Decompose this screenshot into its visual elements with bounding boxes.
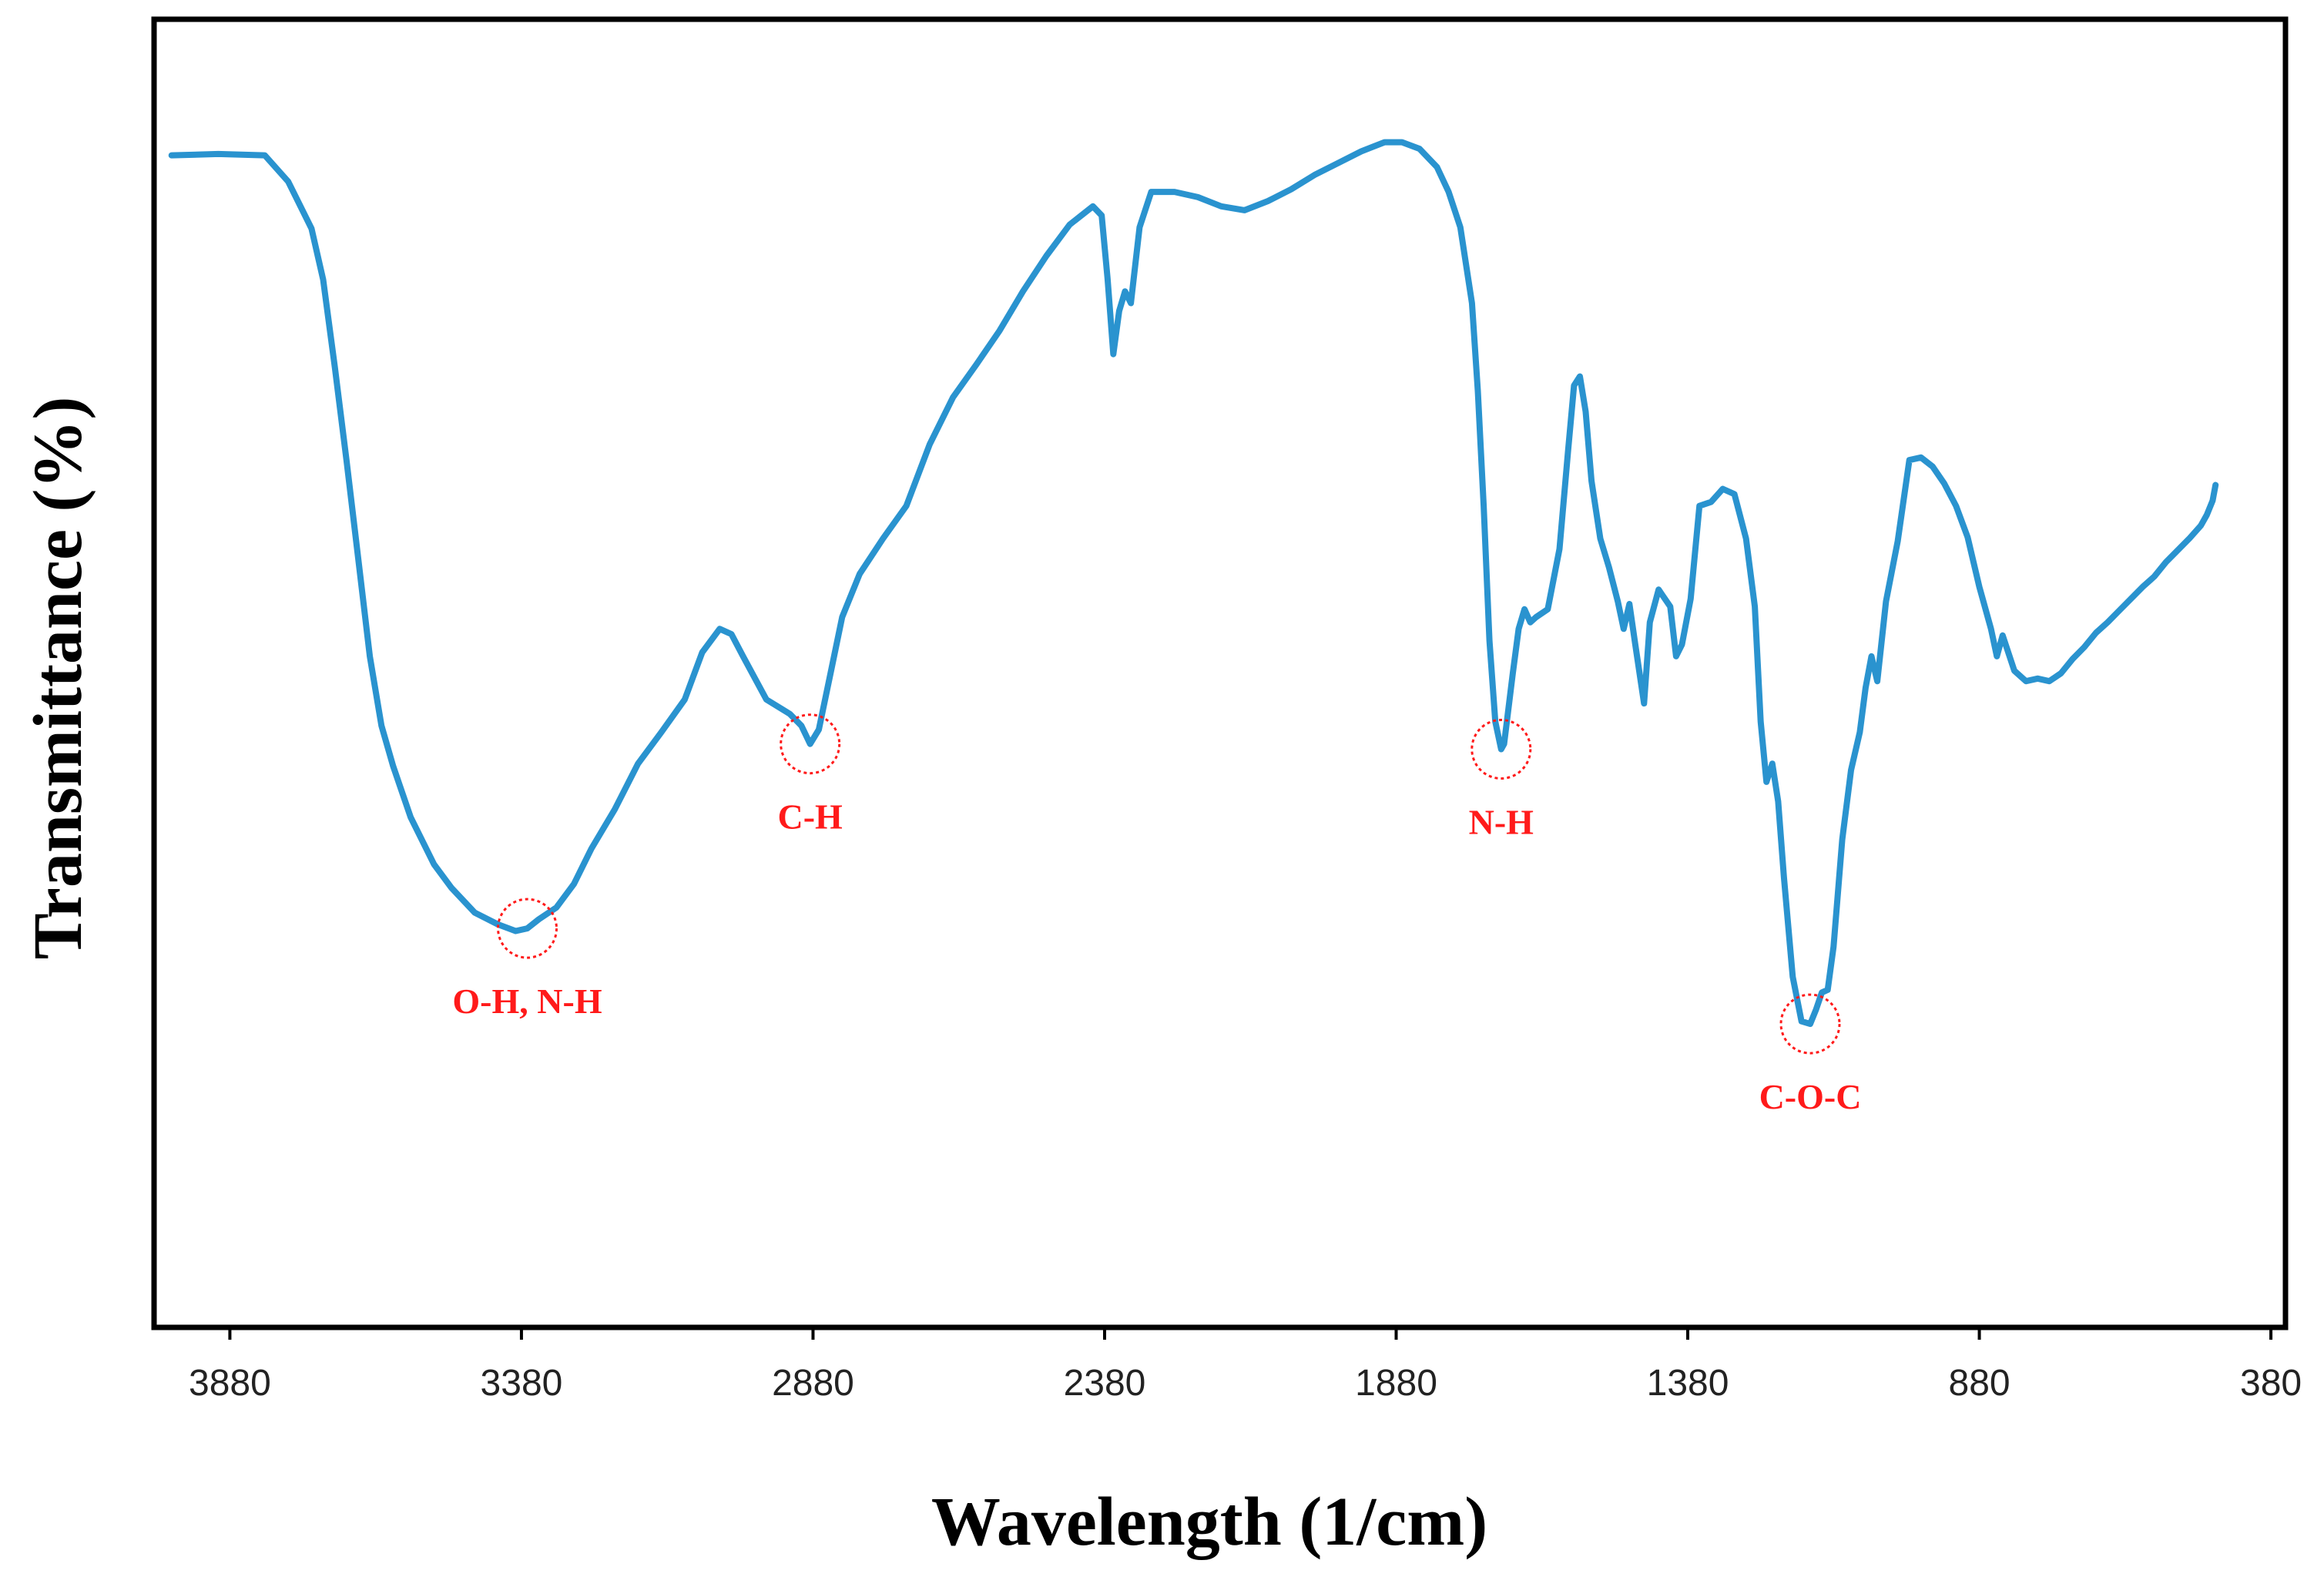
annotation-circle — [497, 898, 558, 959]
annotation-circle — [1779, 993, 1841, 1055]
x-tick-label: 3380 — [481, 1363, 563, 1404]
x-tick-label: 1880 — [1355, 1363, 1437, 1404]
x-axis-ticks: 3880 3380 2880 2380 1880 1380 880 380 — [189, 1327, 2302, 1404]
annotation-circle — [780, 713, 841, 775]
y-axis-title: Transmittance (%) — [20, 397, 96, 960]
annotation-circle — [1471, 718, 1532, 780]
x-tick-label: 2880 — [772, 1363, 854, 1404]
plot-frame — [151, 16, 2289, 1330]
annotation-label: C-H — [778, 797, 843, 837]
annotation-label: N-H — [1469, 802, 1534, 841]
x-tick-label: 1380 — [1647, 1363, 1729, 1404]
series-line — [168, 139, 2219, 1028]
x-tick-label: 3880 — [189, 1363, 271, 1404]
x-tick-label: 380 — [2240, 1363, 2302, 1404]
annotation-label: O-H, N-H — [452, 981, 602, 1021]
x-tick-label: 2380 — [1064, 1363, 1146, 1404]
annotation-layer: O-H, N-H C-H N-H C-O-C — [452, 713, 1862, 1116]
annotation-label: C-O-C — [1759, 1077, 1862, 1116]
x-tick-label: 880 — [1949, 1363, 2010, 1404]
x-axis-title: Wavelength (1/cm) — [931, 1484, 1487, 1560]
series-layer — [168, 139, 2219, 1028]
